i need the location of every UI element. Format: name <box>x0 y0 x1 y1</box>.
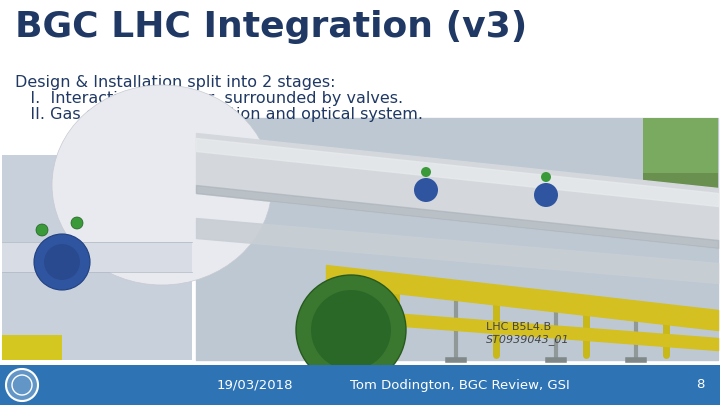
Bar <box>2 335 62 360</box>
Circle shape <box>36 224 48 236</box>
Bar <box>196 166 718 180</box>
Text: LHC B5L4.B: LHC B5L4.B <box>486 322 551 332</box>
Bar <box>2 242 192 272</box>
Text: BGC LHC Integration (v3): BGC LHC Integration (v3) <box>15 10 527 44</box>
Bar <box>196 118 718 360</box>
Bar <box>196 310 718 324</box>
Text: Design & Installation split into 2 stages:: Design & Installation split into 2 stage… <box>15 75 336 90</box>
Circle shape <box>421 167 431 177</box>
Circle shape <box>71 217 83 229</box>
Text: II. Gas generation, collection and optical system.: II. Gas generation, collection and optic… <box>15 107 423 122</box>
Bar <box>643 118 718 173</box>
Bar <box>196 238 718 252</box>
Bar <box>196 334 718 348</box>
Bar <box>0 365 720 405</box>
Bar <box>196 178 718 192</box>
Circle shape <box>311 290 391 370</box>
Text: 19/03/2018: 19/03/2018 <box>217 379 293 392</box>
Text: I.  Interaction chamber, surrounded by valves.: I. Interaction chamber, surrounded by va… <box>15 91 403 106</box>
Text: ST0939043_01: ST0939043_01 <box>486 334 570 345</box>
Bar <box>196 130 718 144</box>
Bar <box>196 154 718 168</box>
Circle shape <box>34 234 90 290</box>
Bar <box>196 190 718 204</box>
Bar <box>196 250 718 264</box>
Bar <box>196 322 718 336</box>
Ellipse shape <box>52 85 272 285</box>
Bar <box>196 298 718 312</box>
Bar <box>196 286 718 300</box>
Bar <box>196 202 718 216</box>
Circle shape <box>534 183 558 207</box>
Text: Tom Dodington, BGC Review, GSI: Tom Dodington, BGC Review, GSI <box>350 379 570 392</box>
Bar <box>196 346 718 360</box>
Bar <box>196 142 718 156</box>
Bar <box>196 274 718 288</box>
Bar <box>196 226 718 240</box>
Circle shape <box>541 172 551 182</box>
Circle shape <box>414 178 438 202</box>
Circle shape <box>44 244 80 280</box>
Text: 8: 8 <box>696 379 704 392</box>
Bar <box>2 155 192 360</box>
Bar <box>196 214 718 228</box>
Bar <box>196 262 718 276</box>
Circle shape <box>296 275 406 385</box>
Circle shape <box>5 368 39 402</box>
Bar <box>196 118 718 132</box>
Bar <box>643 118 718 218</box>
